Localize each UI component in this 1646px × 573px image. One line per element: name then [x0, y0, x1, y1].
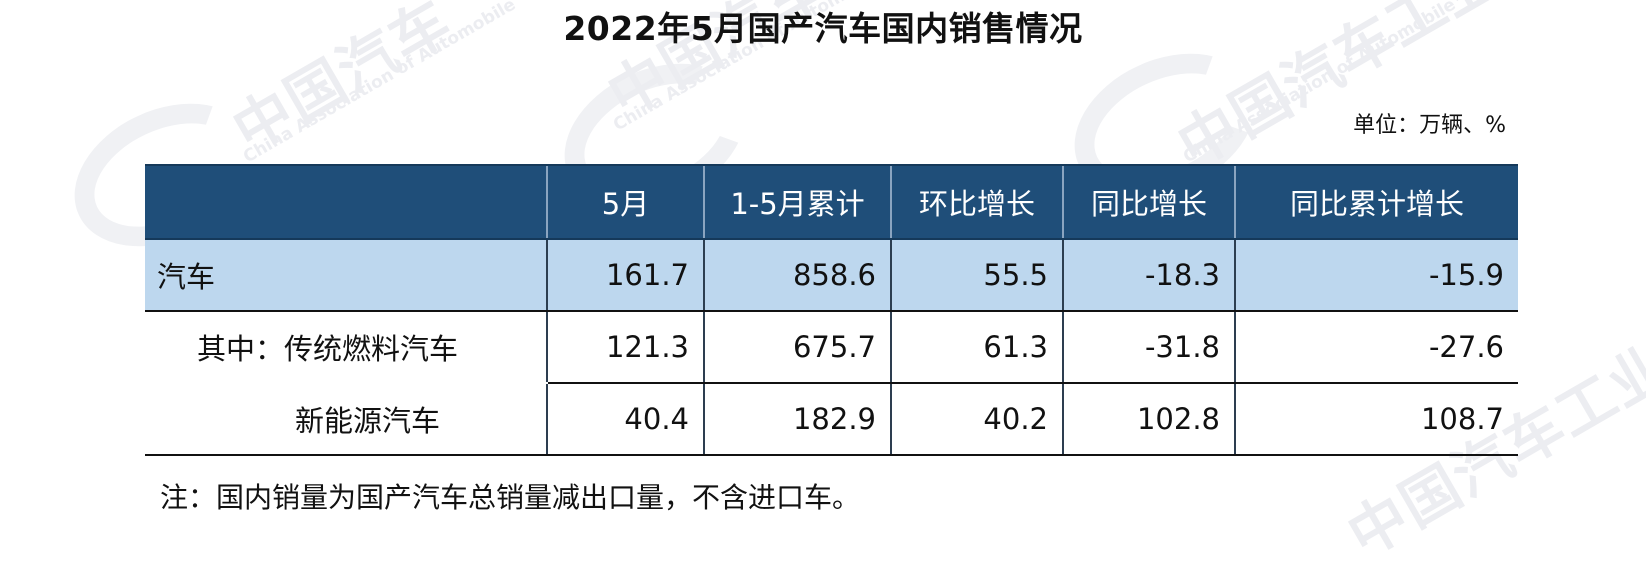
table-cell: -27.6 [1234, 311, 1518, 384]
page-title: 2022年5月国产汽车国内销售情况 [563, 9, 1083, 48]
table-cell: -31.8 [1062, 311, 1235, 384]
table-cell: 108.7 [1234, 383, 1518, 456]
column-header: 5月 [546, 164, 704, 240]
row-label: 其中：传统燃料汽车 [197, 332, 459, 366]
table-row: 新能源汽车 40.4 182.9 40.2 102.8 108.7 [145, 383, 1518, 456]
sales-table: 5月 1-5月累计 环比增长 同比增长 同比累计增长 汽车 161.7 858.… [145, 164, 1518, 456]
column-header [145, 164, 547, 240]
table-row: 其中：传统燃料汽车 121.3 675.7 61.3 -31.8 -27.6 [145, 311, 1518, 384]
column-header: 环比增长 [890, 164, 1063, 240]
table-cell: 121.3 [546, 311, 704, 384]
table-cell: 61.3 [890, 311, 1063, 384]
table-cell: 40.2 [890, 383, 1063, 456]
row-label: 汽车 [145, 239, 547, 312]
row-label: 新能源汽车 [145, 383, 547, 456]
column-header: 同比累计增长 [1234, 164, 1518, 240]
table-cell: 40.4 [546, 383, 704, 456]
table-cell: -15.9 [1234, 239, 1518, 312]
footnote: 注：国内销量为国产汽车总销量减出口量，不含进口车。 [160, 481, 861, 514]
table-header-row: 5月 1-5月累计 环比增长 同比增长 同比累计增长 [145, 164, 1518, 240]
table-cell: -18.3 [1062, 239, 1235, 312]
table-cell: 161.7 [546, 239, 704, 312]
table-cell: 182.9 [703, 383, 891, 456]
table-cell: 675.7 [703, 311, 891, 384]
table-cell: 55.5 [890, 239, 1063, 312]
table-cell: 858.6 [703, 239, 891, 312]
column-header: 同比增长 [1062, 164, 1235, 240]
table-cell: 102.8 [1062, 383, 1235, 456]
table-row: 汽车 161.7 858.6 55.5 -18.3 -15.9 [145, 239, 1518, 312]
column-header: 1-5月累计 [703, 164, 891, 240]
unit-label: 单位：万辆、% [1353, 113, 1506, 138]
